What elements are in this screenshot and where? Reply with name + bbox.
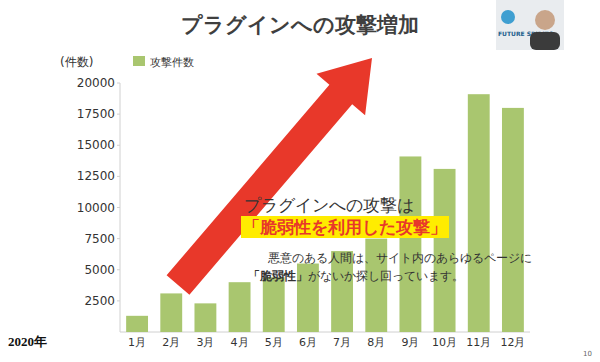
x-tick-label: 10月 xyxy=(432,336,457,349)
x-tick-label: 7月 xyxy=(333,336,351,349)
annotation: 悪意のある人間は、サイト内のあらゆるページに xyxy=(267,251,532,265)
y-tick xyxy=(117,83,120,84)
annotation-text: 「脆弱性」 xyxy=(248,269,308,283)
y-tick-label: 10000 xyxy=(77,201,115,215)
presenter-body xyxy=(530,32,560,50)
annotation: プラグインへの攻撃は xyxy=(244,195,414,215)
annotation: 「脆弱性」がないか探し回っています。 xyxy=(248,269,464,283)
annotation-text: 悪意のある人間は、サイト内のあらゆるページに xyxy=(267,251,532,265)
bar xyxy=(229,282,251,332)
bar xyxy=(160,293,182,332)
y-tick xyxy=(117,238,120,239)
bar xyxy=(468,94,490,332)
title: プラグインへの攻撃増加 xyxy=(181,13,419,37)
y-tick xyxy=(117,269,120,270)
y-tick xyxy=(117,114,120,115)
logo-icon xyxy=(501,10,515,24)
background xyxy=(0,0,600,362)
x-tick-label: 6月 xyxy=(299,336,317,349)
bar xyxy=(194,303,216,332)
annotation-text: 「脆弱性を利用した攻撃」 xyxy=(243,217,447,237)
y-tick-label: 15000 xyxy=(77,138,115,152)
x-tick-label: 11月 xyxy=(466,336,491,349)
page-number: 10 xyxy=(583,350,592,358)
bar xyxy=(399,156,421,332)
x-tick-label: 1月 xyxy=(128,336,146,349)
x-label: 2020年 xyxy=(8,334,47,349)
presenter-head xyxy=(535,10,555,30)
legend-label: 攻撃件数 xyxy=(150,56,194,69)
legend-swatch xyxy=(133,56,145,66)
y-tick xyxy=(117,207,120,208)
y-tick-label: 20000 xyxy=(77,76,115,90)
y-tick xyxy=(117,176,120,177)
annotation: 「脆弱性を利用した攻撃」 xyxy=(243,217,447,237)
y-tick-label: 17500 xyxy=(77,107,115,121)
y-tick xyxy=(117,300,120,301)
y-label: (件数) xyxy=(60,55,93,69)
y-tick-label: 12500 xyxy=(77,169,115,183)
bar xyxy=(263,277,285,332)
y-tick-label: 2500 xyxy=(84,294,115,308)
x-tick-label: 3月 xyxy=(196,336,214,349)
x-tick-label: 2月 xyxy=(162,336,180,349)
x-tick-label: 5月 xyxy=(265,336,283,349)
x-tick-label: 9月 xyxy=(401,336,419,349)
annotation-text: がないか探し回っています。 xyxy=(308,269,464,283)
webcam-box xyxy=(496,0,564,50)
x-tick-label: 8月 xyxy=(367,336,385,349)
y-tick-label: 5000 xyxy=(84,263,115,277)
bar xyxy=(126,316,148,332)
y-tick xyxy=(117,145,120,146)
bar xyxy=(502,108,524,332)
x-tick-label: 12月 xyxy=(500,336,525,349)
chart-root: プラグインへの攻撃増加 (件数) 攻撃件数 2500 5000 7500 10000 1250… xyxy=(0,0,600,362)
y-tick-label: 7500 xyxy=(84,232,115,246)
highlight xyxy=(241,216,449,238)
annotation-text: プラグインへの攻撃は xyxy=(244,195,414,215)
x-tick-label: 4月 xyxy=(231,336,249,349)
